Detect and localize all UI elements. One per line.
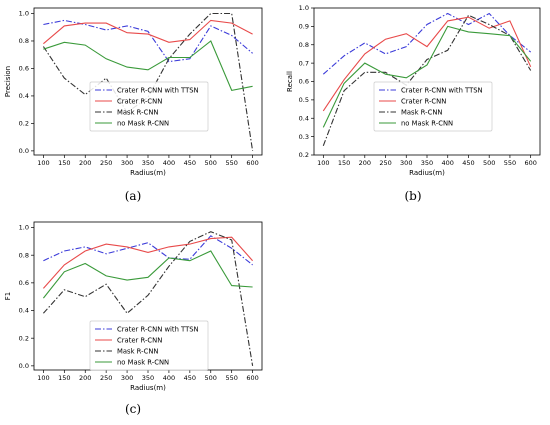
y-tick-label: 0.7	[299, 59, 309, 67]
x-tick-label: 500	[205, 159, 217, 167]
y-tick-label: 0.2	[19, 120, 29, 128]
x-axis-label: Radius(m)	[409, 169, 445, 177]
legend-label: Crater R-CNN with TTSN	[401, 86, 483, 94]
plot-frame	[313, 7, 541, 156]
y-tick-label: 0.8	[19, 251, 29, 259]
x-tick-label: 350	[142, 374, 154, 382]
series-line	[42, 236, 254, 289]
x-tick-label: 500	[483, 159, 495, 167]
chart-panel-2: 100 150 200 250 300 350 400 450 500 550 600 0.2 0.3 0…	[286, 4, 541, 203]
legend-label: Mask R-CNN	[401, 108, 442, 116]
series-line	[42, 231, 254, 366]
series-line	[43, 235, 253, 266]
series-line	[42, 12, 254, 151]
legend-label: no Mask R-CNN	[117, 358, 169, 366]
legend-label: no Mask R-CNN	[401, 119, 453, 127]
y-tick-label: 1.0	[19, 10, 29, 18]
y-tick-label: 0.8	[19, 37, 29, 45]
legend-box	[89, 81, 209, 132]
chart-panel-1: 100 150 200 250 300 350 400 450 500 550 600 0.0 0.2 0…	[4, 7, 263, 203]
x-tick-label: 150	[338, 159, 350, 167]
y-tick-label: 0.0	[19, 147, 29, 155]
x-tick-label: 500	[205, 374, 217, 382]
series-line	[43, 40, 253, 92]
x-tick-label: 100	[317, 159, 329, 167]
x-tick-label: 400	[442, 159, 454, 167]
x-tick-label: 550	[225, 374, 237, 382]
y-tick-label: 0.0	[19, 362, 29, 370]
y-tick-label: 0.2	[19, 334, 29, 342]
x-tick-label: 400	[163, 159, 175, 167]
y-tick-label: 0.4	[19, 307, 29, 315]
subfigure-caption: (c)	[125, 402, 141, 416]
x-tick-label: 200	[79, 374, 91, 382]
y-axis-label: F1	[4, 292, 12, 300]
y-tick-label: 0.6	[19, 279, 29, 287]
x-tick-label: 350	[142, 159, 154, 167]
series-line	[43, 19, 253, 63]
x-tick-label: 300	[400, 159, 412, 167]
subfigure-caption: (a)	[125, 189, 142, 203]
y-tick-label: 0.6	[19, 65, 29, 73]
legend-label: Crater R-CNN with TTSN	[117, 325, 199, 333]
x-tick-label: 150	[58, 374, 70, 382]
x-tick-label: 450	[184, 374, 196, 382]
x-tick-label: 600	[246, 374, 258, 382]
series-line	[322, 12, 532, 75]
series-line	[322, 16, 532, 112]
legend-label: Crater R-CNN	[117, 336, 162, 344]
y-tick-label: 0.5	[299, 96, 309, 104]
y-tick-label: 0.6	[299, 78, 309, 86]
x-tick-label: 600	[524, 159, 536, 167]
y-axis-label: Recall	[286, 71, 294, 92]
y-tick-label: 0.8	[299, 41, 309, 49]
y-tick-label: 0.4	[299, 114, 309, 122]
y-tick-label: 0.3	[299, 133, 309, 141]
x-tick-label: 450	[462, 159, 474, 167]
x-tick-label: 150	[58, 159, 70, 167]
legend-label: Mask R-CNN	[117, 347, 158, 355]
y-axis-label: Precision	[4, 66, 12, 97]
legend-label: Crater R-CNN	[117, 97, 162, 105]
legend-label: Crater R-CNN with TTSN	[117, 86, 199, 94]
x-tick-label: 300	[121, 374, 133, 382]
y-tick-label: 1.0	[19, 224, 29, 232]
x-tick-label: 600	[246, 159, 258, 167]
x-tick-label: 250	[100, 374, 112, 382]
x-tick-label: 100	[37, 159, 49, 167]
x-tick-label: 100	[37, 374, 49, 382]
y-tick-label: 0.9	[299, 23, 309, 31]
y-tick-label: 0.4	[19, 92, 29, 100]
legend-label: no Mask R-CNN	[117, 119, 169, 127]
x-tick-label: 250	[100, 159, 112, 167]
x-tick-label: 450	[184, 159, 196, 167]
legend-label: Mask R-CNN	[117, 108, 158, 116]
x-tick-label: 400	[163, 374, 175, 382]
x-tick-label: 350	[421, 159, 433, 167]
series-line	[42, 250, 253, 299]
legend: Crater R-CNN with TTSN Crater R-CNN Mask R…	[89, 320, 209, 371]
subfigure-caption: (b)	[404, 189, 421, 203]
legend: Crater R-CNN with TTSN Crater R-CNN Mask R…	[373, 81, 493, 132]
x-axis-label: Radius(m)	[130, 169, 166, 177]
x-tick-label: 200	[79, 159, 91, 167]
y-tick-label: 1.0	[299, 4, 309, 12]
series-line	[322, 14, 532, 146]
x-tick-label: 550	[504, 159, 516, 167]
x-tick-label: 200	[359, 159, 371, 167]
x-axis-label: Radius(m)	[130, 384, 166, 392]
y-tick-label: 0.2	[299, 151, 309, 159]
legend-label: Crater R-CNN	[401, 97, 446, 105]
x-tick-label: 550	[225, 159, 237, 167]
x-tick-label: 250	[379, 159, 391, 167]
chart-panel-3: 100 150 200 250 300 350 400 450 500 550 600 0.0 0.2 0…	[4, 221, 263, 416]
legend-box	[89, 320, 209, 371]
series-line	[322, 25, 532, 128]
legend-box	[373, 81, 493, 132]
x-tick-label: 300	[121, 159, 133, 167]
legend: Crater R-CNN with TTSN Crater R-CNN Mask R…	[89, 81, 209, 132]
series-line	[43, 19, 253, 45]
